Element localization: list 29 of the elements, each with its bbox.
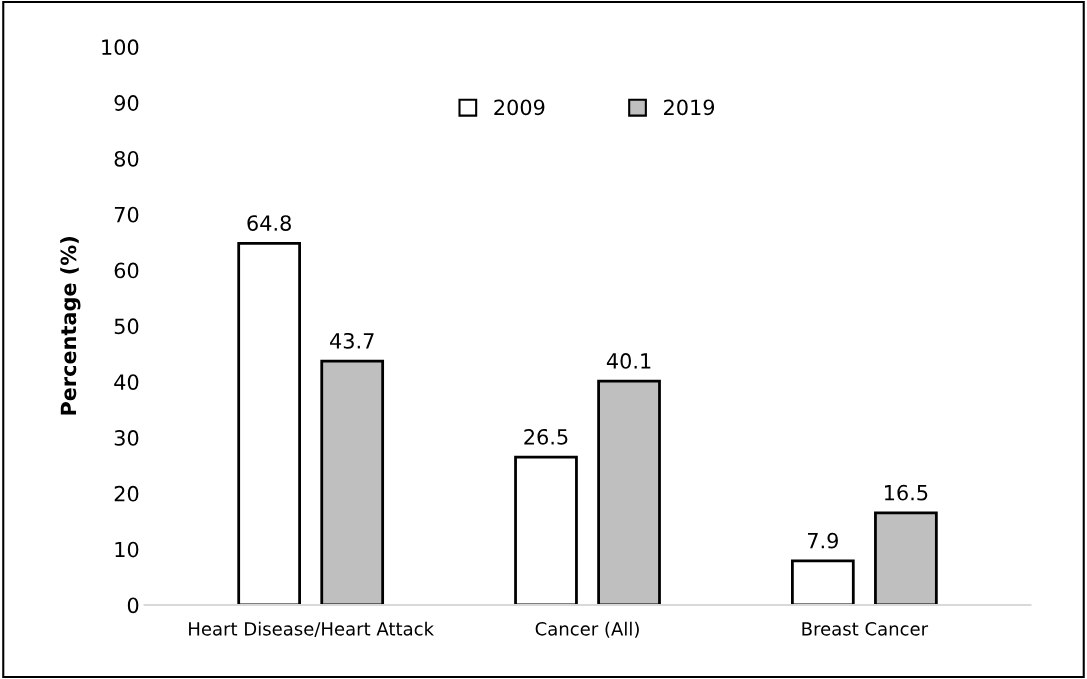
y-tick-label: 40 xyxy=(114,374,139,390)
data-label: 64.8 xyxy=(247,215,291,231)
data-label: 40.1 xyxy=(606,353,651,369)
y-tick-label: 80 xyxy=(114,150,139,167)
x-tick-label: Breast Cancer xyxy=(802,621,929,636)
legend-label: 2019 xyxy=(664,99,715,116)
y-axis-title: Percentage (%) xyxy=(60,237,81,415)
data-label: 7.9 xyxy=(807,532,838,549)
y-tick-label: 10 xyxy=(115,541,139,558)
bar xyxy=(237,241,301,605)
y-tick-label: 70 xyxy=(114,206,139,223)
data-label: 26.5 xyxy=(524,428,568,445)
y-tick-label: 90 xyxy=(114,95,139,111)
bar xyxy=(874,511,938,605)
bar xyxy=(320,359,385,605)
y-tick-label: 0 xyxy=(127,597,139,614)
y-tick-label: 50 xyxy=(114,318,139,335)
legend-label: 2009 xyxy=(494,99,545,116)
x-tick-label: Heart Disease/Heart Attack xyxy=(189,621,434,638)
data-label: 16.5 xyxy=(884,484,928,501)
data-label: 43.7 xyxy=(330,332,374,349)
bar xyxy=(597,379,661,605)
x-tick-label: Cancer (All) xyxy=(535,621,639,638)
y-tick-label: 60 xyxy=(114,262,139,279)
bar xyxy=(514,455,578,605)
y-tick-label: 30 xyxy=(114,430,139,446)
y-tick-label: 20 xyxy=(114,485,139,502)
y-tick-label: 100 xyxy=(102,39,139,56)
bar xyxy=(791,559,855,605)
